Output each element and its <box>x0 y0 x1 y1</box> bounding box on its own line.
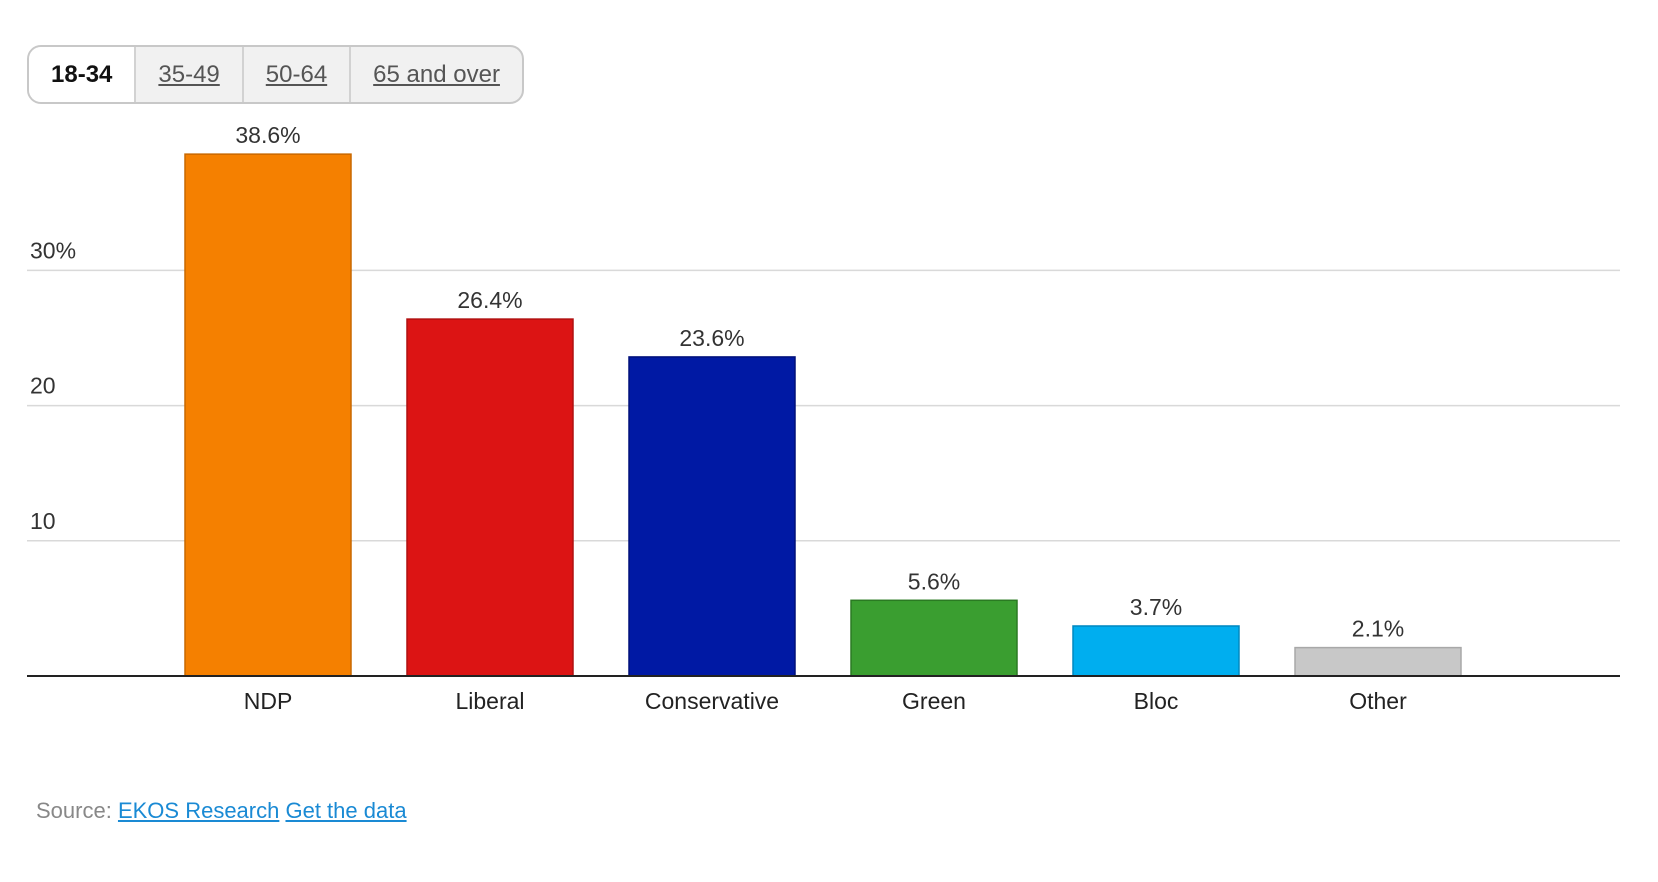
data-labels: 38.6% 26.4% 23.6% 5.6% 3.7% 2.1% <box>235 122 1404 641</box>
bar-other <box>1294 646 1462 677</box>
data-label-conservative: 23.6% <box>679 325 744 351</box>
bar-ndp <box>184 153 352 677</box>
get-the-data-link[interactable]: Get the data <box>285 798 407 823</box>
data-label-ndp: 38.6% <box>235 122 300 148</box>
x-tick-label-conservative: Conservative <box>645 688 779 714</box>
bar-liberal <box>406 318 574 677</box>
bar-bloc <box>1072 625 1240 677</box>
tab-65-and-over[interactable]: 65 and over <box>373 60 500 88</box>
data-label-liberal: 26.4% <box>457 287 522 313</box>
y-tick-label-20: 20 <box>30 373 56 399</box>
source-line: Source: EKOS Research Get the data <box>36 798 407 824</box>
data-label-green: 5.6% <box>908 568 960 594</box>
y-tick-label-10: 10 <box>30 508 56 534</box>
tab-50-64[interactable]: 50-64 <box>244 47 352 102</box>
bar-green <box>850 599 1018 677</box>
source-prefix: Source: <box>36 798 112 823</box>
bar-conservative <box>628 356 796 677</box>
x-tick-label-green: Green <box>902 688 966 714</box>
bars <box>184 153 1462 677</box>
data-label-bloc: 3.7% <box>1130 594 1182 620</box>
age-group-tabs: 18-34 35-49 50-64 65 and over <box>27 45 524 104</box>
x-tick-label-liberal: Liberal <box>455 688 524 714</box>
x-tick-label-ndp: NDP <box>244 688 293 714</box>
x-tick-label-bloc: Bloc <box>1134 688 1179 714</box>
y-axis-tick-labels: 10 20 30% <box>30 237 76 533</box>
data-label-other: 2.1% <box>1352 616 1404 642</box>
x-tick-label-other: Other <box>1349 688 1407 714</box>
tab-18-34[interactable]: 18-34 <box>29 47 137 102</box>
ekos-research-link[interactable]: EKOS Research <box>117 798 280 823</box>
y-tick-label-30: 30% <box>30 237 76 263</box>
bar-chart: 10 20 30% 38.6% 26.4% 23.6% 5.6% 3.7% 2.1% NDP L… <box>27 122 1620 714</box>
x-axis-tick-labels: NDP Liberal Conservative Green Bloc Other <box>244 688 1407 714</box>
tab-35-49[interactable]: 35-49 <box>136 47 244 102</box>
